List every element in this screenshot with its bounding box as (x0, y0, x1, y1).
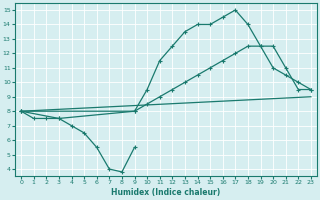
X-axis label: Humidex (Indice chaleur): Humidex (Indice chaleur) (111, 188, 221, 197)
